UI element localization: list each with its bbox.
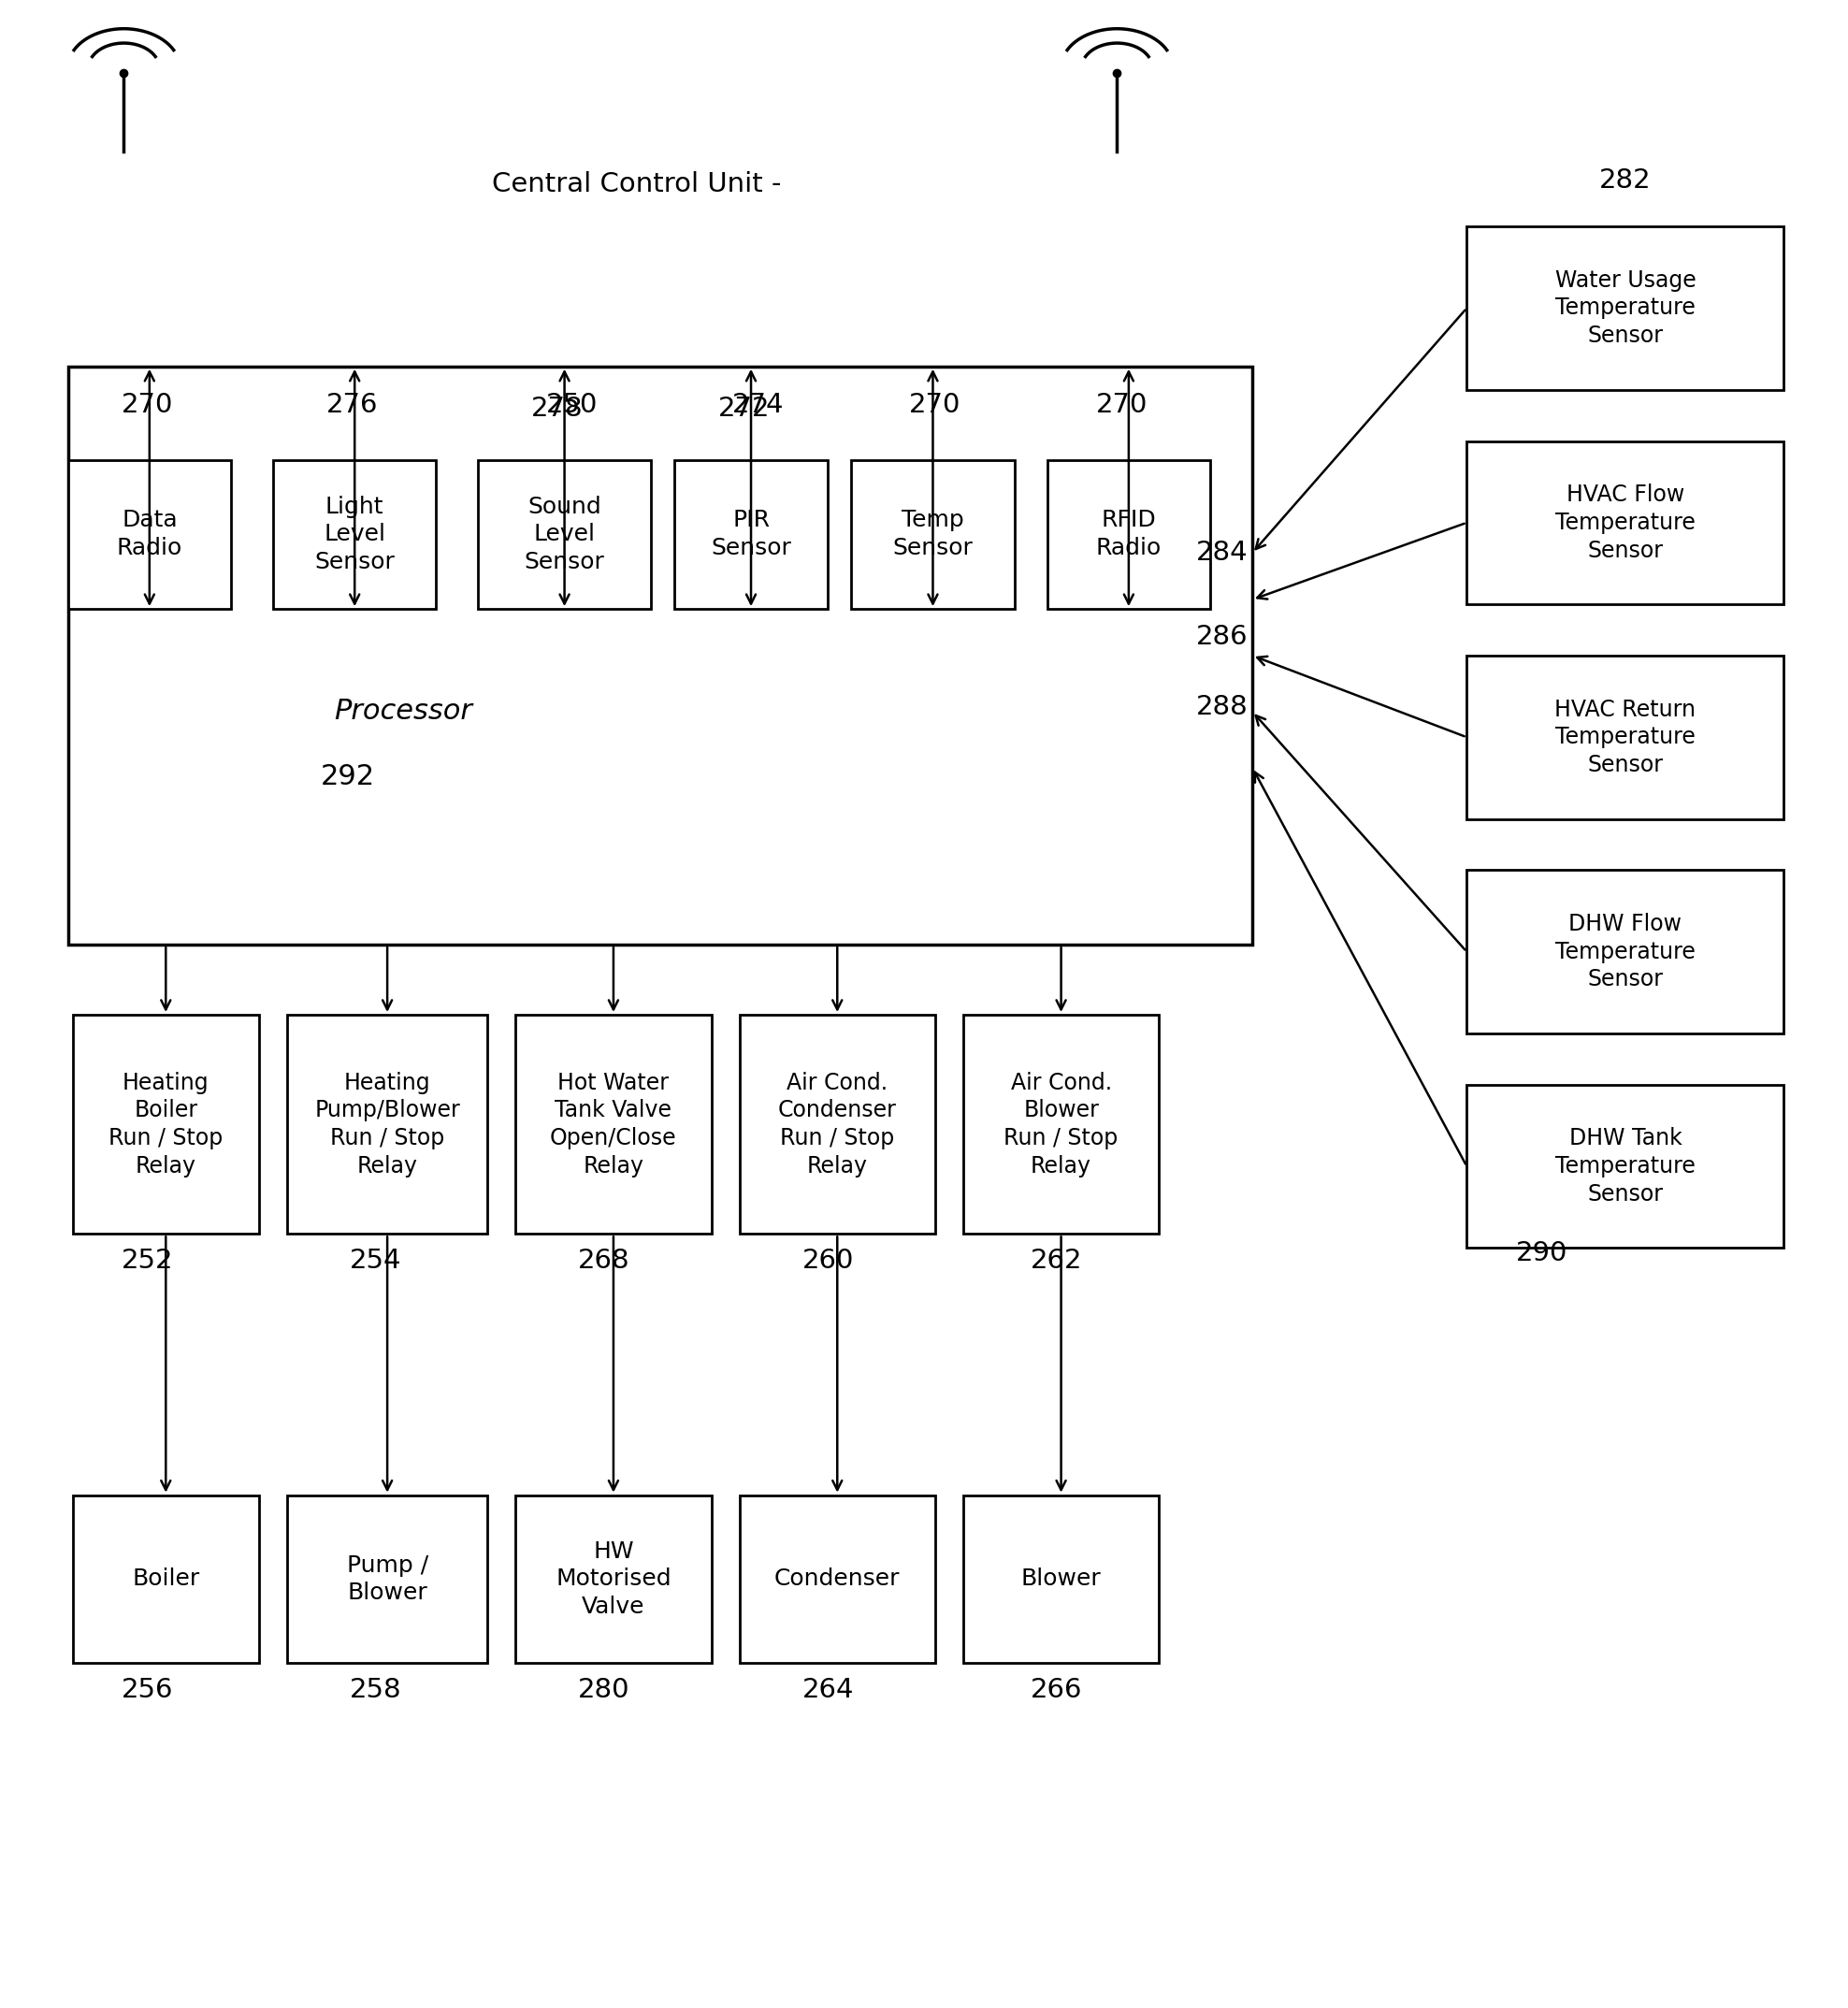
Bar [72,1014,259,1235]
Text: 268: 268 [578,1247,630,1275]
Text: HVAC Flow
Temperature
Sensor: HVAC Flow Temperature Sensor [1556,484,1695,562]
Bar [1467,655,1783,819]
Bar [516,1496,711,1663]
Text: 250: 250 [545,392,597,418]
Bar [739,1014,935,1235]
Bar [1467,1084,1783,1247]
Text: Temp
Sensor: Temp Sensor [893,510,974,560]
Bar [479,460,650,608]
Bar [963,1014,1159,1235]
Bar [286,1014,488,1235]
Text: 254: 254 [349,1247,401,1275]
Text: Air Cond.
Condenser
Run / Stop
Relay: Air Cond. Condenser Run / Stop Relay [778,1072,896,1177]
Text: 264: 264 [802,1677,854,1703]
Text: 278: 278 [532,396,584,422]
Text: 286: 286 [1196,624,1249,651]
Text: 258: 258 [349,1677,401,1703]
Text: Pump /
Blower: Pump / Blower [347,1554,429,1604]
Bar [852,460,1015,608]
Bar [68,365,1253,946]
Text: 262: 262 [1031,1247,1083,1275]
Text: 276: 276 [327,392,379,418]
Text: Water Usage
Temperature
Sensor: Water Usage Temperature Sensor [1554,269,1696,347]
Text: Air Cond.
Blower
Run / Stop
Relay: Air Cond. Blower Run / Stop Relay [1003,1072,1118,1177]
Text: 270: 270 [1096,392,1148,418]
Text: 292: 292 [320,763,375,791]
Text: Sound
Level
Sensor: Sound Level Sensor [525,496,604,574]
Text: 274: 274 [732,392,784,418]
Text: 266: 266 [1031,1677,1083,1703]
Text: HW
Motorised
Valve: HW Motorised Valve [556,1540,671,1618]
Text: Heating
Pump/Blower
Run / Stop
Relay: Heating Pump/Blower Run / Stop Relay [314,1072,460,1177]
Text: 272: 272 [719,396,771,422]
Bar [286,1496,488,1663]
Bar [675,460,828,608]
Text: Boiler: Boiler [131,1568,200,1590]
Text: DHW Tank
Temperature
Sensor: DHW Tank Temperature Sensor [1556,1126,1695,1205]
Text: Light
Level
Sensor: Light Level Sensor [314,496,395,574]
Text: Hot Water
Tank Valve
Open/Close
Relay: Hot Water Tank Valve Open/Close Relay [551,1072,676,1177]
Text: 284: 284 [1196,540,1249,566]
Text: Condenser: Condenser [774,1568,900,1590]
Bar [274,460,436,608]
Bar [516,1014,711,1235]
Bar [739,1496,935,1663]
Text: 252: 252 [122,1247,174,1275]
Text: 282: 282 [1599,167,1652,195]
Bar [1467,227,1783,390]
Text: Blower: Blower [1020,1568,1101,1590]
Bar [1467,442,1783,604]
Text: 270: 270 [122,392,174,418]
Text: 290: 290 [1515,1241,1567,1267]
Bar [1048,460,1210,608]
Text: DHW Flow
Temperature
Sensor: DHW Flow Temperature Sensor [1556,914,1695,990]
Text: 270: 270 [909,392,961,418]
Bar [68,460,231,608]
Text: Processor: Processor [334,699,473,725]
Text: Heating
Boiler
Run / Stop
Relay: Heating Boiler Run / Stop Relay [109,1072,224,1177]
Text: 260: 260 [802,1247,854,1275]
Bar [963,1496,1159,1663]
Text: Data
Radio: Data Radio [116,510,183,560]
Text: 288: 288 [1196,695,1249,721]
Text: RFID
Radio: RFID Radio [1096,510,1162,560]
Text: Central Control Unit -: Central Control Unit - [492,171,782,197]
Text: PIR
Sensor: PIR Sensor [711,510,791,560]
Text: 256: 256 [122,1677,174,1703]
Bar [1467,869,1783,1034]
Bar [72,1496,259,1663]
Text: 280: 280 [578,1677,630,1703]
Text: HVAC Return
Temperature
Sensor: HVAC Return Temperature Sensor [1554,699,1696,777]
